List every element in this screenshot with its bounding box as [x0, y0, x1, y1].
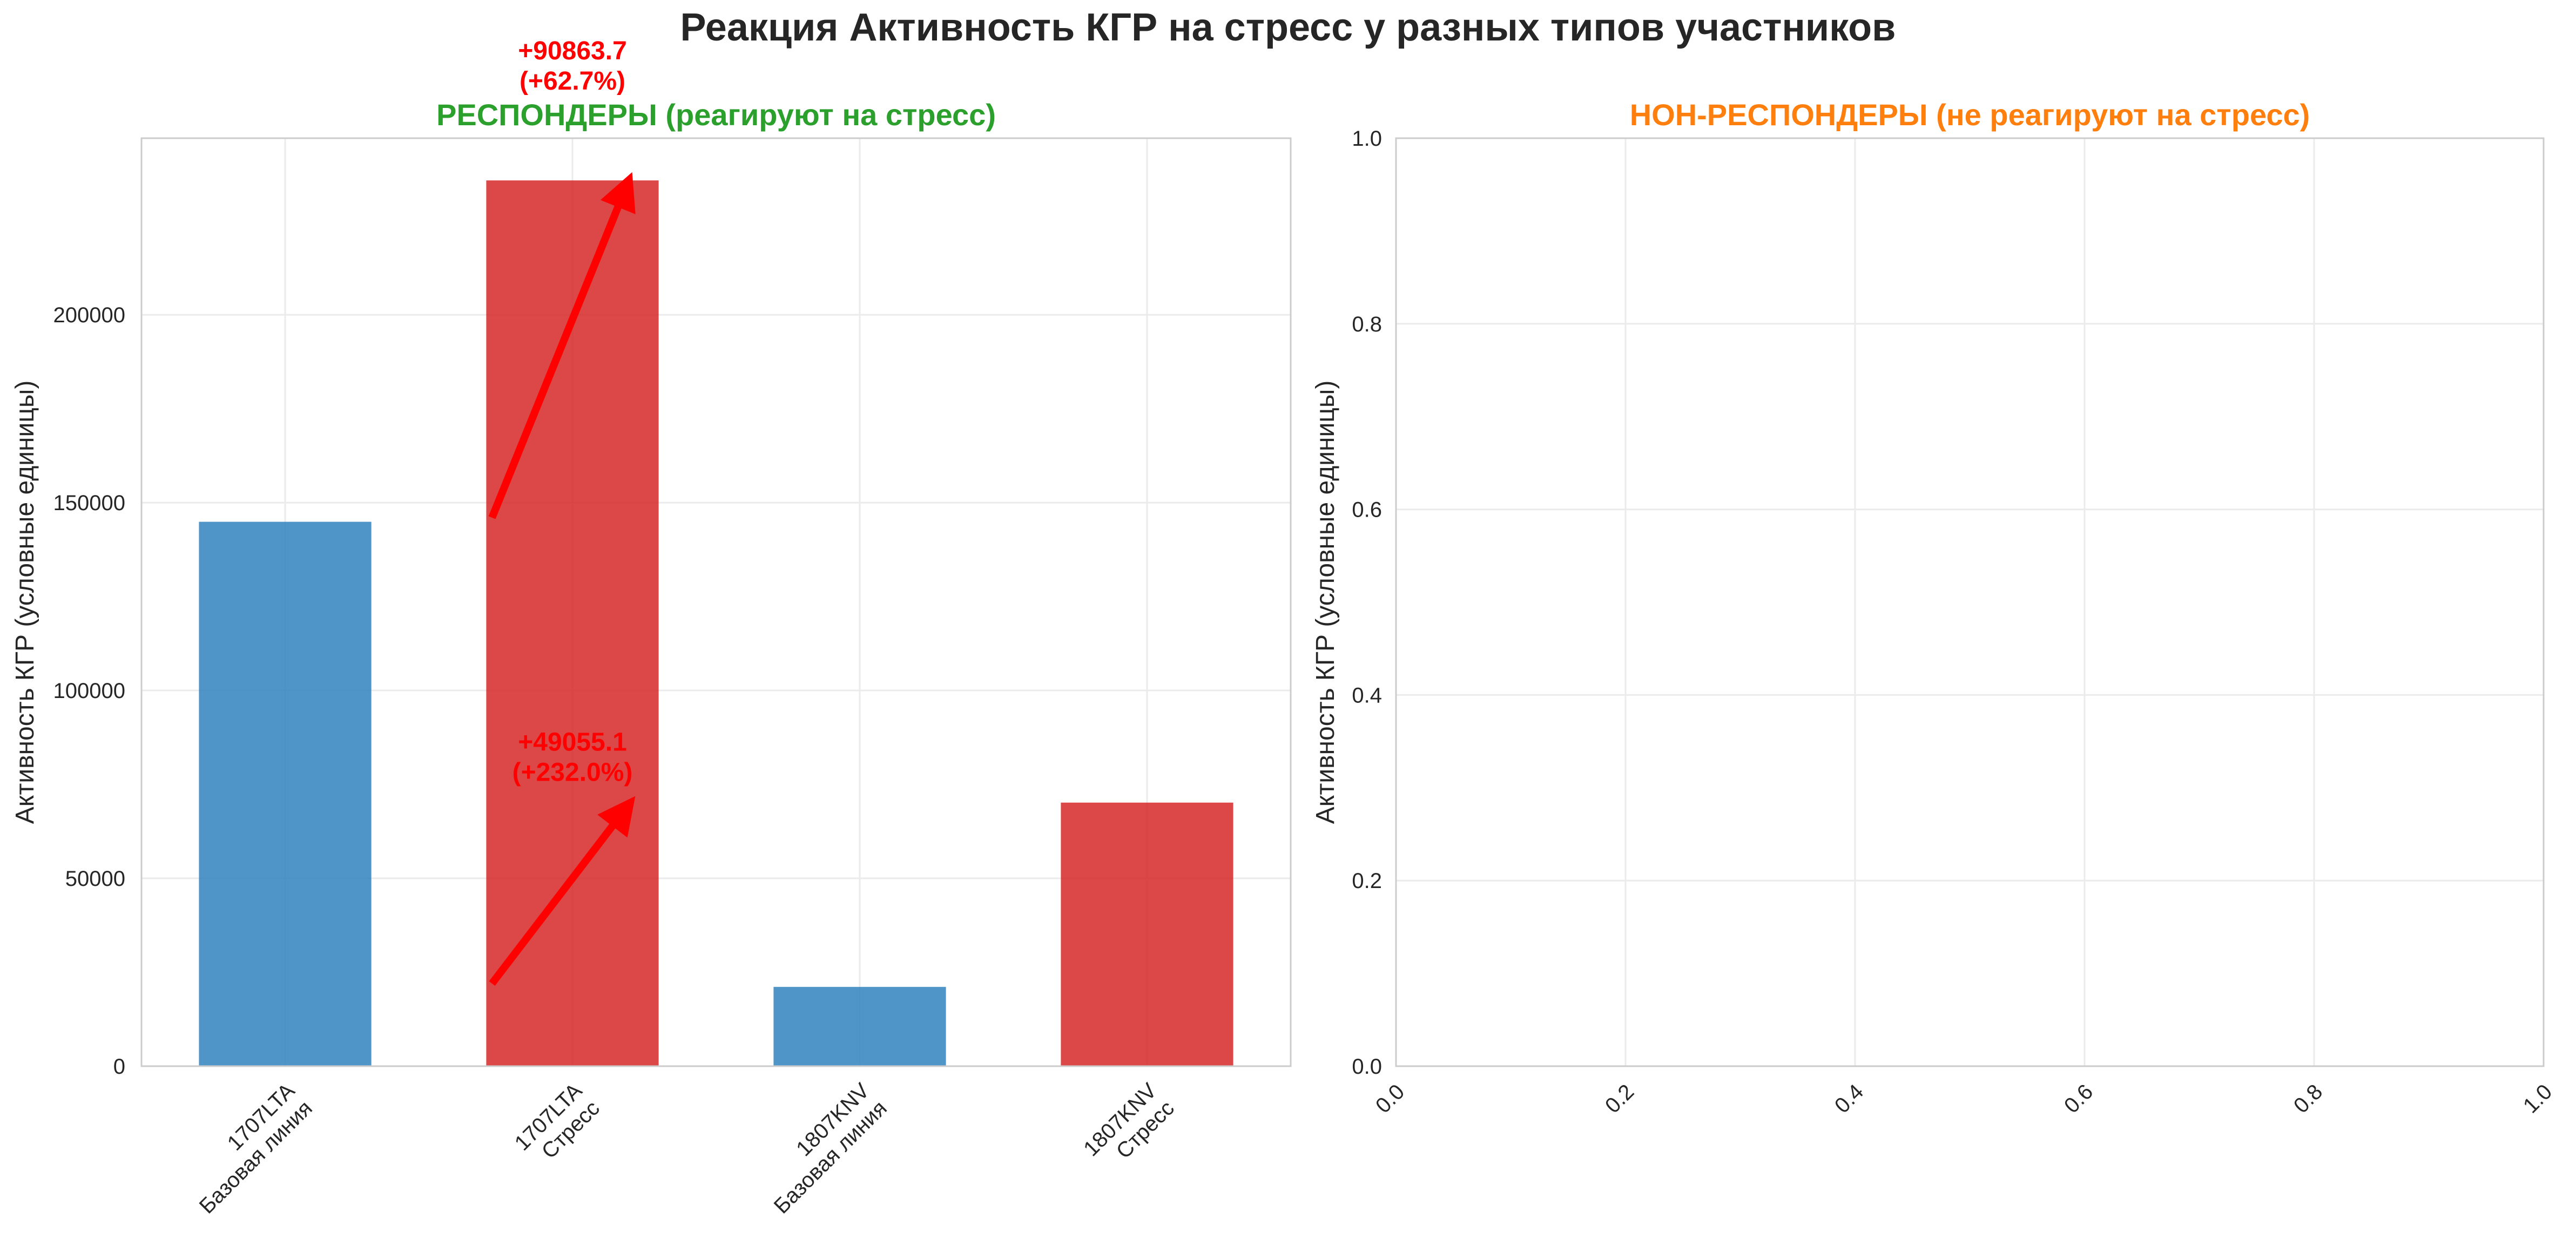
- left-y-tick-label: 50000: [65, 867, 125, 891]
- right-y-tick-label: 0.0: [1352, 1055, 1382, 1079]
- right-x-tick-label: 0.4: [1830, 1080, 1868, 1117]
- right-x-tick-label: 0.0: [1371, 1080, 1409, 1117]
- right-y-tick-label: 0.2: [1352, 869, 1382, 893]
- right-y-tick-label: 0.8: [1352, 313, 1382, 336]
- right-x-tick-label: 1.0: [2519, 1080, 2557, 1117]
- annotation-arrow-1: [489, 796, 636, 986]
- right-x-tick-label: 0.6: [2060, 1080, 2098, 1117]
- right-axes-frame: [1395, 137, 2545, 1067]
- left-x-tick-label: 1707LTAСтресс: [510, 1079, 604, 1173]
- left-axes-frame: [140, 137, 1292, 1067]
- left-y-axis-label: Активность КГР (условные единицы): [11, 381, 39, 824]
- left-x-tick-label: 1707LTAБазовая линия: [177, 1079, 317, 1218]
- left-y-tick-label: 100000: [53, 679, 125, 703]
- right-y-tick-label: 0.6: [1352, 498, 1382, 522]
- right-x-tick-label: 0.2: [1601, 1080, 1638, 1117]
- annotation-arrow-0: [488, 172, 636, 519]
- left-x-tick-label: 1807KNVСтресс: [1079, 1079, 1179, 1178]
- left-y-tick-label: 150000: [53, 491, 125, 515]
- right-chart-title: НОН-РЕСПОНДЕРЫ (не реагируют на стресс): [1630, 98, 2310, 132]
- left-y-tick-label: 0: [113, 1055, 125, 1079]
- right-x-tick-label: 0.8: [2289, 1080, 2327, 1117]
- right-y-axis-label: Активность КГР (условные единицы): [1311, 381, 1340, 824]
- right-y-tick-label: 1.0: [1352, 127, 1382, 151]
- annotation-label-1: +49055.1: [518, 728, 627, 756]
- annotation-label-0: +90863.7: [518, 37, 627, 65]
- figure-title: Реакция Активность КГР на стресс у разны…: [680, 6, 1896, 49]
- left-y-tick-label: 200000: [53, 303, 125, 327]
- left-x-tick-label: 1807KNVБазовая линия: [752, 1079, 892, 1218]
- right-y-tick-label: 0.4: [1352, 683, 1382, 707]
- bar-2: [773, 987, 946, 1066]
- bar-3: [1061, 802, 1233, 1066]
- bar-0: [199, 521, 372, 1066]
- left-chart-title: РЕСПОНДЕРЫ (реагируют на стресс): [436, 98, 996, 132]
- annotation-label-1: (+232.0%): [512, 758, 633, 787]
- right-plot-area: [1396, 138, 2544, 1066]
- annotation-label-0: (+62.7%): [520, 67, 625, 96]
